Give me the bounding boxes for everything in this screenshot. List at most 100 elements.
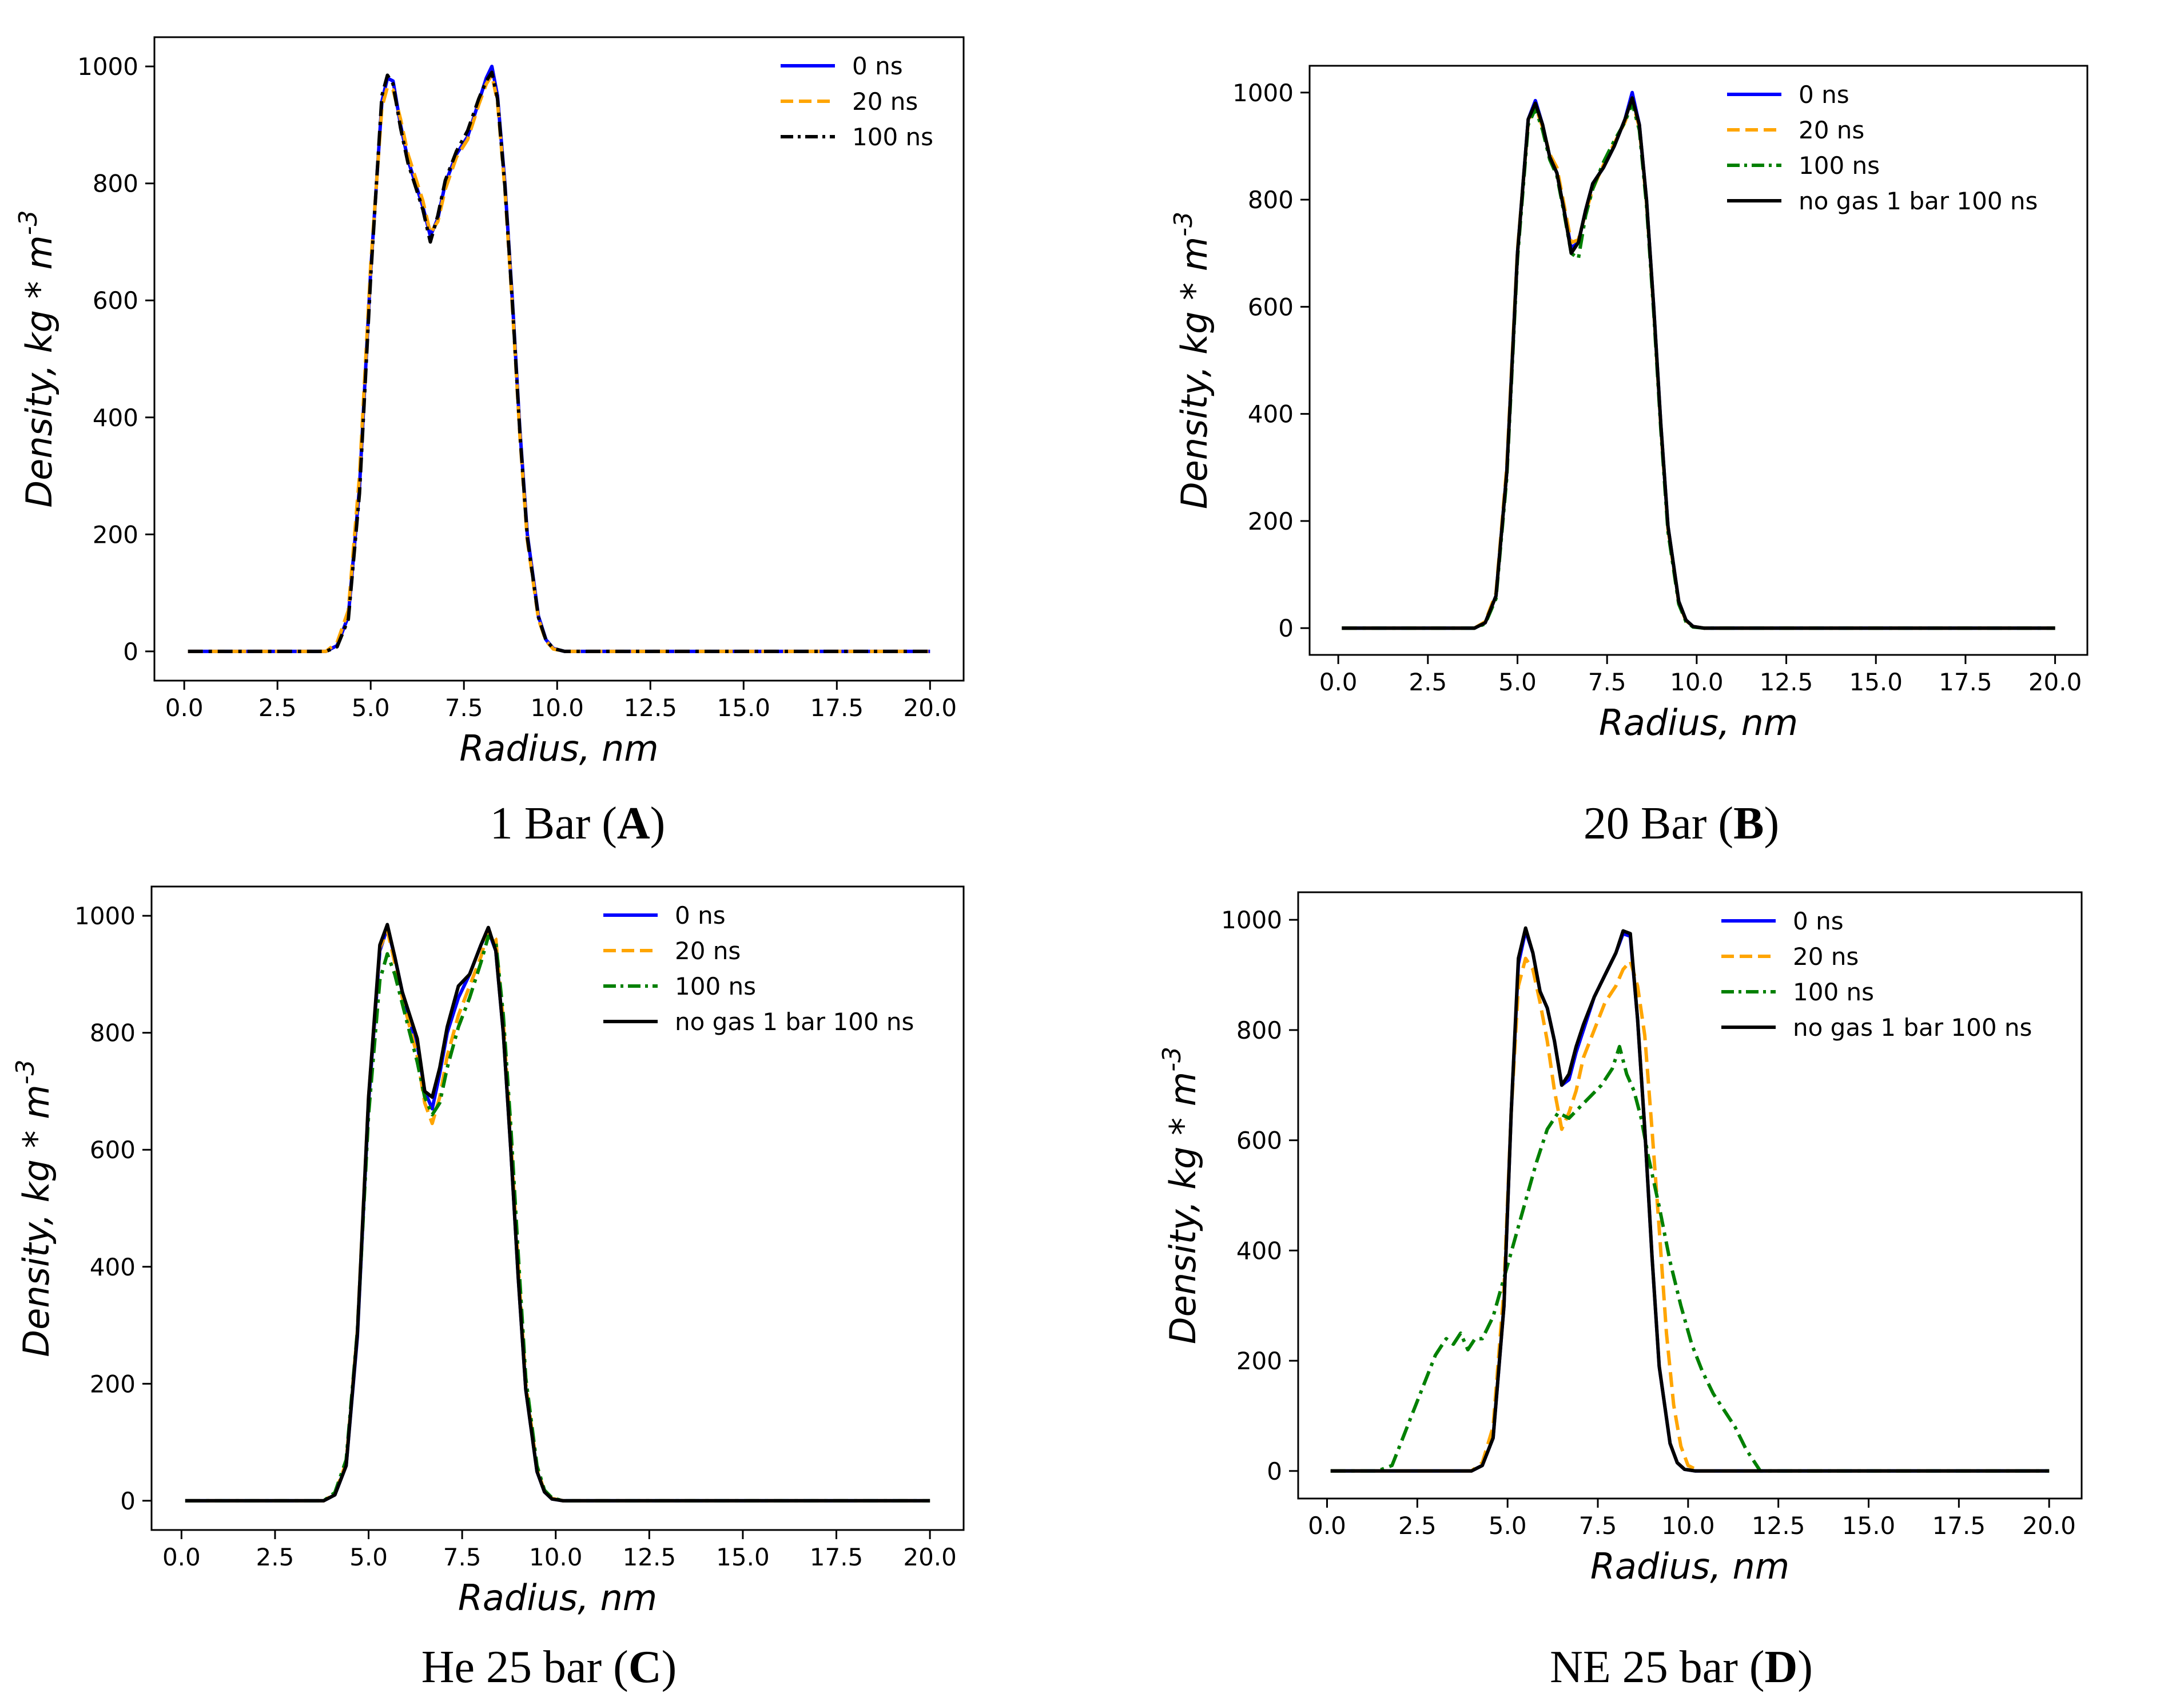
caption-text: 20 Bar (	[1583, 798, 1734, 849]
legend: 0 ns 20 ns 100 ns no gas 1 bar 100 ns	[1727, 81, 2038, 215]
legend: 0 ns 20 ns 100 ns no gas 1 bar 100 ns	[1721, 907, 2032, 1042]
axes-frame	[1297, 891, 2083, 1500]
y-tick-label: 400	[1236, 1237, 1282, 1265]
series-line-0-ns	[1342, 90, 2055, 630]
series-line-no-gas-1-bar-100-ns	[1342, 96, 2055, 630]
chart-panel-d: 0.0 2.5 5.0 7.5 10.0 12.5 15.0 17.5 20.0 0 200 400 6…	[1157, 891, 2083, 1587]
caption-close: )	[1764, 798, 1780, 849]
caption-d: NE 25 bar (D)	[1138, 1642, 2184, 1694]
x-tick-label: 20.0	[2022, 1512, 2076, 1540]
y-axis-label: Density, kg * m-3	[1157, 1047, 1204, 1344]
caption-letter: C	[628, 1642, 662, 1692]
x-tick-label: 10.0	[530, 694, 584, 722]
x-tick-label: 2.5	[1398, 1512, 1437, 1540]
y-tick-label: 1000	[74, 902, 136, 930]
caption-text: NE 25 bar (	[1550, 1642, 1765, 1692]
y-tick-label: 800	[1248, 186, 1294, 214]
panel-c: 0.0 2.5 5.0 7.5 10.0 12.5 15.0 17.5 20.0 0 200 400 6…	[0, 858, 1075, 1678]
series-line-0-ns	[1330, 929, 2050, 1473]
y-tick-label: 1000	[1232, 79, 1294, 107]
legend-label: no gas 1 bar 100 ns	[675, 1008, 914, 1036]
caption-letter: D	[1764, 1642, 1798, 1692]
y-axis-label: Density, kg * m-3	[11, 1059, 57, 1357]
chart-panel-c: 0.0 2.5 5.0 7.5 10.0 12.5 15.0 17.5 20.0 0 200 400 6…	[11, 885, 965, 1619]
axes-frame	[1308, 65, 2088, 656]
y-tick-label: 800	[93, 170, 138, 198]
legend-label: no gas 1 bar 100 ns	[1799, 187, 2038, 215]
x-tick-label: 0.0	[1308, 1512, 1346, 1540]
caption-text: 1 Bar (	[490, 798, 617, 849]
series-line-0-ns	[188, 65, 930, 653]
x-axis-label: Radius, nm	[1590, 1545, 1789, 1587]
y-tick-label: 400	[93, 404, 138, 432]
x-tick-label: 12.5	[624, 694, 678, 722]
x-tick-label: 5.0	[1498, 668, 1537, 696]
x-tick-label: 5.0	[352, 694, 390, 722]
x-tick-label: 15.0	[1842, 1512, 1896, 1540]
x-tick-label: 12.5	[1752, 1512, 1805, 1540]
legend-label: 0 ns	[1793, 907, 1844, 935]
y-tick-label: 600	[90, 1136, 136, 1164]
x-tick-label: 15.0	[717, 694, 771, 722]
caption-close: )	[650, 798, 666, 849]
series-line-100-ns	[1330, 1044, 2050, 1473]
x-tick-label: 15.0	[1849, 668, 1903, 696]
x-tick-label: 2.5	[256, 1543, 295, 1571]
caption-text: He 25 bar (	[421, 1642, 628, 1692]
y-tick-label: 800	[1236, 1016, 1282, 1044]
series-line-100-ns	[188, 70, 930, 653]
series-line-no-gas-1-bar-100-ns	[185, 923, 930, 1503]
x-tick-label: 0.0	[1319, 668, 1358, 696]
legend-label: 100 ns	[1799, 152, 1880, 180]
chart-panel-a: 0.0 2.5 5.0 7.5 10.0 12.5 15.0 17.5 20.0 0 200 400 6…	[14, 36, 965, 769]
legend-label: 100 ns	[852, 123, 933, 151]
axes-frame	[150, 885, 965, 1531]
legend: 0 ns 20 ns 100 ns	[781, 52, 933, 151]
series-line-20-ns	[188, 73, 930, 653]
x-tick-label: 17.5	[810, 694, 864, 722]
caption-a: 1 Bar (A)	[34, 798, 1121, 850]
y-tick-label: 800	[90, 1019, 136, 1047]
x-tick-label: 7.5	[1579, 1512, 1617, 1540]
y-tick-label: 0	[1267, 1457, 1282, 1485]
caption-b: 20 Bar (B)	[1138, 798, 2184, 850]
x-axis-label: Radius, nm	[458, 1577, 657, 1619]
legend-label: 0 ns	[852, 52, 903, 80]
x-tick-label: 0.0	[162, 1543, 201, 1571]
x-tick-label: 12.5	[1760, 668, 1813, 696]
y-tick-label: 600	[1236, 1127, 1282, 1155]
x-tick-label: 15.0	[716, 1543, 770, 1571]
panel-d: 0.0 2.5 5.0 7.5 10.0 12.5 15.0 17.5 20.0 0 200 400 6…	[1121, 864, 2184, 1684]
series-line-no-gas-1-bar-100-ns	[1330, 926, 2050, 1473]
caption-letter: A	[616, 798, 650, 849]
y-axis-label: Density, kg * m-3	[14, 210, 60, 507]
panel-b: 0.0 2.5 5.0 7.5 10.0 12.5 15.0 17.5 20.0 0 200 400 6…	[1121, 11, 2184, 832]
x-tick-label: 7.5	[443, 1543, 482, 1571]
y-tick-label: 200	[90, 1370, 136, 1398]
y-tick-label: 600	[1248, 293, 1294, 321]
caption-c: He 25 bar (C)	[6, 1642, 1092, 1694]
legend-label: 100 ns	[1793, 978, 1874, 1006]
caption-close: )	[1797, 1642, 1813, 1692]
y-tick-label: 0	[123, 638, 138, 666]
x-axis-label: Radius, nm	[1599, 702, 1798, 744]
x-tick-label: 17.5	[810, 1543, 864, 1571]
x-tick-label: 5.0	[1489, 1512, 1527, 1540]
y-tick-label: 0	[1278, 614, 1294, 642]
legend-label: 0 ns	[675, 901, 726, 929]
y-tick-label: 200	[1248, 507, 1294, 535]
x-tick-label: 0.0	[165, 694, 204, 722]
y-tick-label: 400	[1248, 400, 1294, 428]
x-tick-label: 7.5	[445, 694, 483, 722]
series-line-100-ns	[1342, 101, 2055, 630]
x-axis-label: Radius, nm	[459, 728, 658, 769]
x-tick-label: 7.5	[1588, 668, 1626, 696]
x-tick-label: 2.5	[1409, 668, 1447, 696]
legend-label: 20 ns	[1793, 943, 1859, 971]
caption-letter: B	[1733, 798, 1764, 849]
legend: 0 ns 20 ns 100 ns no gas 1 bar 100 ns	[603, 901, 914, 1036]
legend-label: 0 ns	[1799, 81, 1849, 109]
y-tick-label: 1000	[77, 53, 138, 81]
x-tick-label: 17.5	[1932, 1512, 1986, 1540]
legend-label: 20 ns	[675, 937, 741, 965]
